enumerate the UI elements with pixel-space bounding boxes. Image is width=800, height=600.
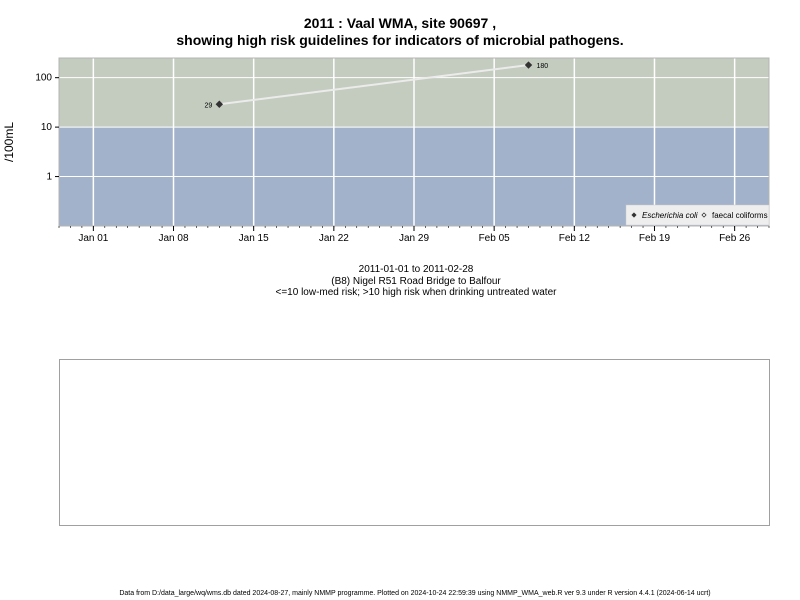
legend-marker-0	[631, 212, 637, 218]
data-label-0-0: 29	[205, 102, 213, 109]
series-line-0	[219, 64, 529, 106]
legend: Escherichia coli faecal coliforms	[625, 204, 770, 226]
x-tick-label-2: Jan 15	[239, 233, 269, 244]
legend-label-1: faecal coliforms	[712, 211, 768, 220]
data-point-0-0	[215, 100, 224, 108]
risk-note-caption: <=10 low-med risk; >10 high risk when dr…	[275, 287, 557, 298]
x-tick-label-5: Feb 05	[479, 233, 511, 244]
x-tick-label-4: Jan 29	[399, 233, 429, 244]
data-label-0-1: 180	[537, 63, 549, 70]
x-tick-label-7: Feb 19	[639, 233, 671, 244]
chart-title-line-2: showing high risk guidelines for indicat…	[176, 32, 624, 48]
chart: 29 180 1 10 100 Jan 01 Jan 08 Jan 15 Jan 22 Jan …	[2, 57, 770, 244]
x-tick-label-3: Jan 22	[319, 233, 349, 244]
data-point-0-1	[524, 61, 533, 69]
legend-box	[625, 204, 770, 226]
y-axis-label: /100mL	[2, 122, 16, 162]
y-tick-label-1: 1	[46, 172, 52, 183]
date-range-caption: 2011-01-01 to 2011-02-28	[358, 264, 474, 275]
legend-label-0: Escherichia coli	[642, 211, 698, 220]
y-tick-label-10: 10	[41, 122, 53, 133]
empty-plot-panel	[59, 359, 770, 526]
x-tick-label-8: Feb 26	[719, 233, 751, 244]
footer-note: Data from D:/data_large/wq/wms.db dated …	[119, 590, 711, 597]
x-tick-label-1: Jan 08	[159, 233, 189, 244]
axes: 1 10 100 Jan 01 Jan 08 Jan 15 Jan 22 Jan 29 Feb …	[2, 57, 770, 244]
x-tick-label-0: Jan 01	[78, 233, 108, 244]
chart-title-line-1: 2011 : Vaal WMA, site 90697 ,	[303, 15, 497, 31]
legend-marker-1	[701, 212, 707, 218]
x-tick-label-6: Feb 12	[559, 233, 591, 244]
series-layer: 29 180	[205, 61, 549, 109]
grid-lines	[59, 58, 769, 226]
y-tick-label-100: 100	[35, 73, 52, 84]
site-caption: (B8) Nigel R51 Road Bridge to Balfour	[331, 276, 501, 287]
